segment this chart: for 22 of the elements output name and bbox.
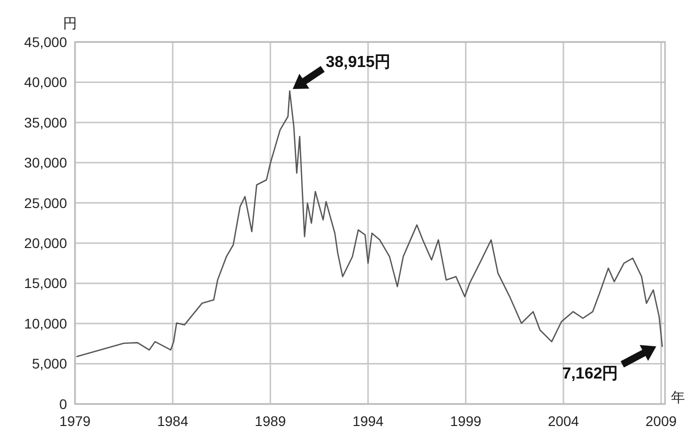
y-tick-label: 35,000 xyxy=(24,114,68,130)
y-tick-label: 15,000 xyxy=(24,275,68,292)
y-tick-label: 5,000 xyxy=(32,356,68,372)
x-tick-label: 1989 xyxy=(254,413,286,429)
y-axis-title: 円 xyxy=(63,15,77,31)
x-tick-label: 1979 xyxy=(59,413,91,429)
y-tick-label: 10,000 xyxy=(24,315,68,332)
x-tick-label: 1984 xyxy=(157,413,188,429)
y-tick-label: 30,000 xyxy=(24,154,68,171)
y-tick-label: 45,000 xyxy=(24,34,68,50)
x-tick-label: 1994 xyxy=(352,413,384,429)
x-tick-label: 1999 xyxy=(450,413,482,429)
y-tick-label: 25,000 xyxy=(24,194,68,211)
y-tick-label: 20,000 xyxy=(24,235,68,252)
x-tick-label: 2004 xyxy=(548,413,580,429)
y-tick-label: 40,000 xyxy=(24,74,68,90)
annotation: 7,162円 xyxy=(562,365,618,382)
x-axis-title: 年 xyxy=(671,389,685,405)
x-tick-label: 2009 xyxy=(646,413,677,429)
line-series xyxy=(76,90,663,358)
y-tick-label: 0 xyxy=(59,396,68,412)
annotation: 38,915円 xyxy=(326,54,391,71)
